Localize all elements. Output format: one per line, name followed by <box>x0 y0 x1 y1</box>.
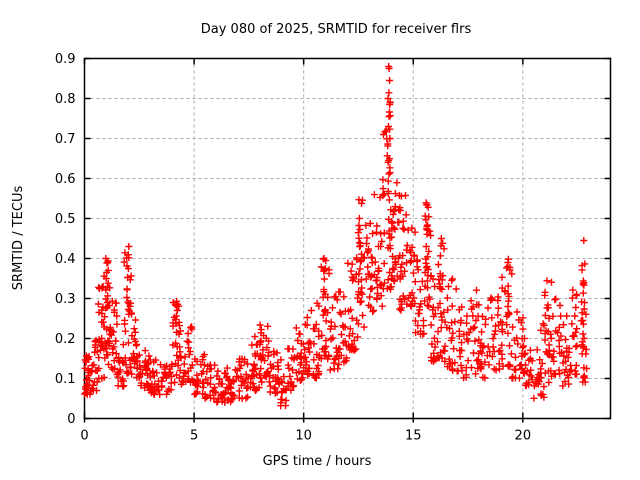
y-tick-label: 0.2 <box>55 332 76 347</box>
y-tick-label: 0.5 <box>55 212 76 227</box>
y-tick-label: 0.3 <box>55 292 76 307</box>
x-tick-label: 0 <box>80 429 88 444</box>
srmtid-data-points <box>81 63 591 410</box>
x-tick-label: 5 <box>190 429 198 444</box>
y-tick-label: 0.1 <box>55 372 76 387</box>
y-axis-label: SRMTID / TECUs <box>11 186 26 291</box>
chart-title: Day 080 of 2025, SRMTID for receiver flr… <box>201 22 472 37</box>
y-tick-label: 0 <box>67 412 75 427</box>
x-tick-label: 20 <box>515 429 532 444</box>
x-axis-label: GPS time / hours <box>263 454 372 469</box>
plot-border <box>83 57 612 420</box>
y-tick-label: 0.7 <box>55 132 76 147</box>
tick-labels: 0 5 10 15 20 0 0.1 0.2 0.3 0.4 0.5 0.6 0.7 0.8 0.9 <box>55 52 531 444</box>
x-tick-label: 10 <box>295 429 312 444</box>
plot-border-and-ticks <box>83 57 612 423</box>
y-tick-label: 0.8 <box>55 92 76 107</box>
x-tick-label: 15 <box>405 429 422 444</box>
scatter-points <box>81 63 591 410</box>
y-tick-label: 0.9 <box>55 52 76 67</box>
y-tick-label: 0.6 <box>55 172 76 187</box>
y-tick-label: 0.4 <box>55 252 76 267</box>
